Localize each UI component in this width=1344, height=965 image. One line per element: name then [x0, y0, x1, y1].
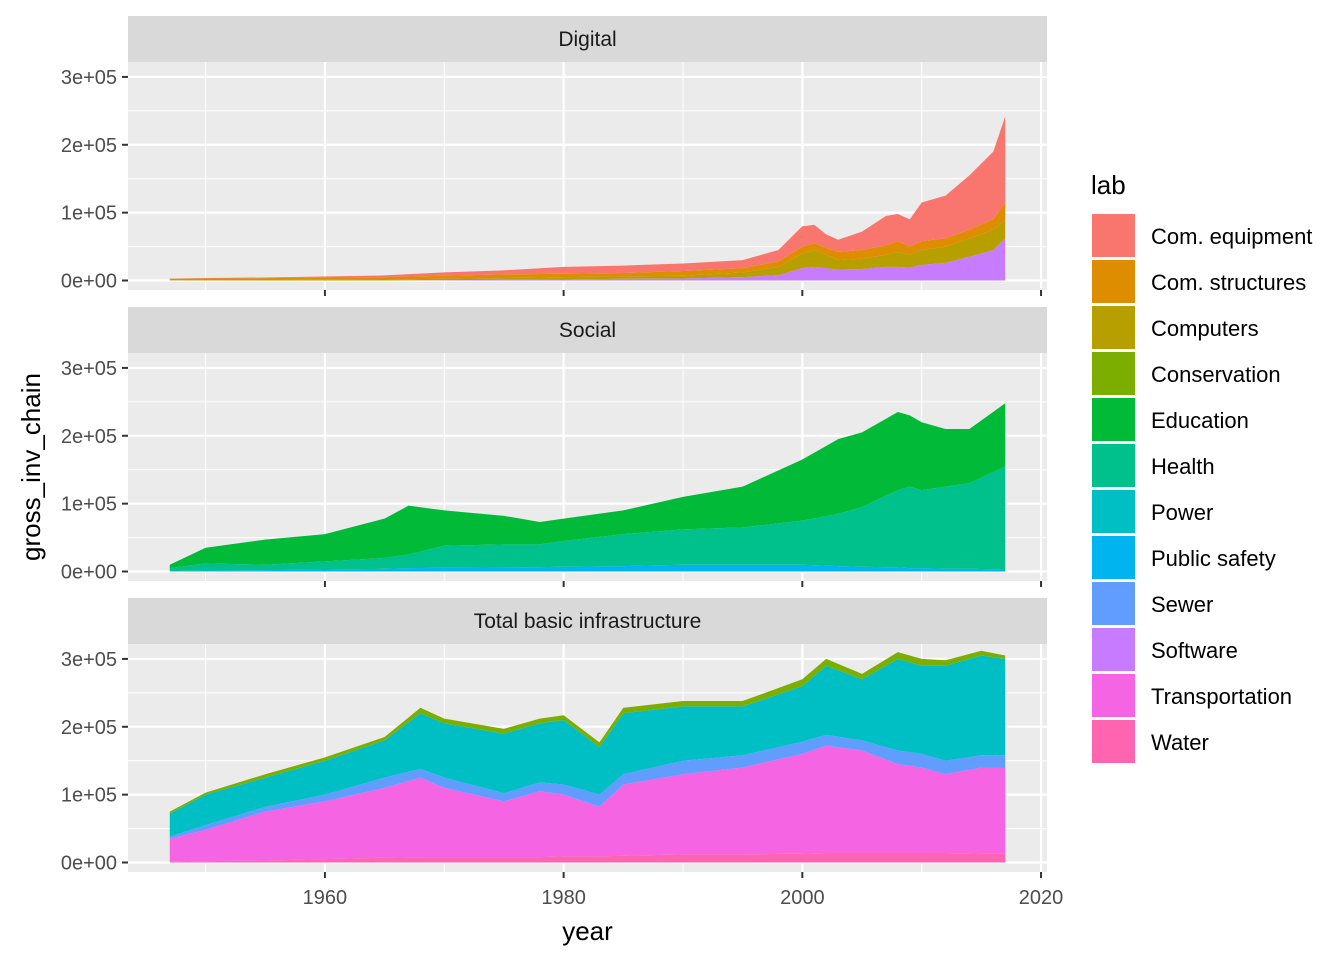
y-tick-label: 1e+05 — [61, 785, 117, 807]
legend-key-education — [1092, 398, 1135, 441]
x-tick-label: 1980 — [541, 887, 586, 909]
legend-key-water — [1092, 720, 1135, 763]
legend-key-health — [1092, 444, 1135, 487]
legend-label: Public safety — [1151, 546, 1276, 571]
y-tick-label: 2e+05 — [61, 717, 117, 739]
legend-label: Power — [1151, 500, 1213, 525]
y-tick-label: 1e+05 — [61, 494, 117, 516]
legend-label: Water — [1151, 730, 1209, 755]
legend-key-com-structures — [1092, 260, 1135, 303]
area-digital-software — [169, 238, 1006, 281]
facet-title-total-basic-infrastructure: Total basic infrastructure — [474, 610, 702, 633]
facet-strip-total-basic-infrastructure — [128, 598, 1047, 644]
y-tick-label: 1e+05 — [61, 203, 117, 225]
x-axis-title: year — [562, 916, 613, 946]
legend-label: Com. structures — [1151, 270, 1306, 295]
legend-label: Health — [1151, 454, 1215, 479]
y-tick-label: 3e+05 — [61, 358, 117, 380]
y-tick-label: 2e+05 — [61, 426, 117, 448]
area-total-basic-infrastructure-transportation — [169, 745, 1006, 862]
facet-strip-social — [128, 307, 1047, 353]
legend-key-software — [1092, 628, 1135, 671]
legend-key-computers — [1092, 306, 1135, 349]
legend-key-transportation — [1092, 674, 1135, 717]
facet-title-digital: Digital — [558, 28, 616, 51]
facet-title-social: Social — [559, 319, 616, 342]
facet-strip-digital — [128, 16, 1047, 62]
y-axis-title: gross_inv_chain — [16, 373, 46, 561]
legend-key-power — [1092, 490, 1135, 533]
x-tick-label: 2020 — [1019, 887, 1064, 909]
area-total-basic-infrastructure-power — [169, 655, 1006, 837]
y-tick-label: 3e+05 — [61, 67, 117, 89]
y-tick-label: 0e+00 — [61, 562, 117, 584]
area-total-basic-infrastructure-water — [169, 853, 1006, 863]
legend-label: Education — [1151, 408, 1249, 433]
legend-label: Sewer — [1151, 592, 1213, 617]
area-social-public-safety — [169, 564, 1006, 572]
y-tick-label: 0e+00 — [61, 853, 117, 875]
y-tick-label: 0e+00 — [61, 271, 117, 293]
legend-title: lab — [1091, 170, 1126, 200]
legend-label: Com. equipment — [1151, 224, 1312, 249]
legend-label: Conservation — [1151, 362, 1281, 387]
area-social-health — [169, 466, 1006, 572]
area-digital-com-equipment — [169, 116, 1006, 279]
x-tick-label: 2000 — [780, 887, 825, 909]
area-digital-computers — [169, 219, 1006, 281]
area-social-education — [169, 403, 1006, 569]
x-tick-label: 1960 — [303, 887, 348, 909]
y-tick-label: 2e+05 — [61, 135, 117, 157]
legend-key-public-safety — [1092, 536, 1135, 579]
legend-key-sewer — [1092, 582, 1135, 625]
y-tick-label: 3e+05 — [61, 649, 117, 671]
legend-label: Software — [1151, 638, 1238, 663]
legend-label: Transportation — [1151, 684, 1292, 709]
legend-key-conservation — [1092, 352, 1135, 395]
legend-key-com-equipment — [1092, 214, 1135, 257]
legend-label: Computers — [1151, 316, 1259, 341]
